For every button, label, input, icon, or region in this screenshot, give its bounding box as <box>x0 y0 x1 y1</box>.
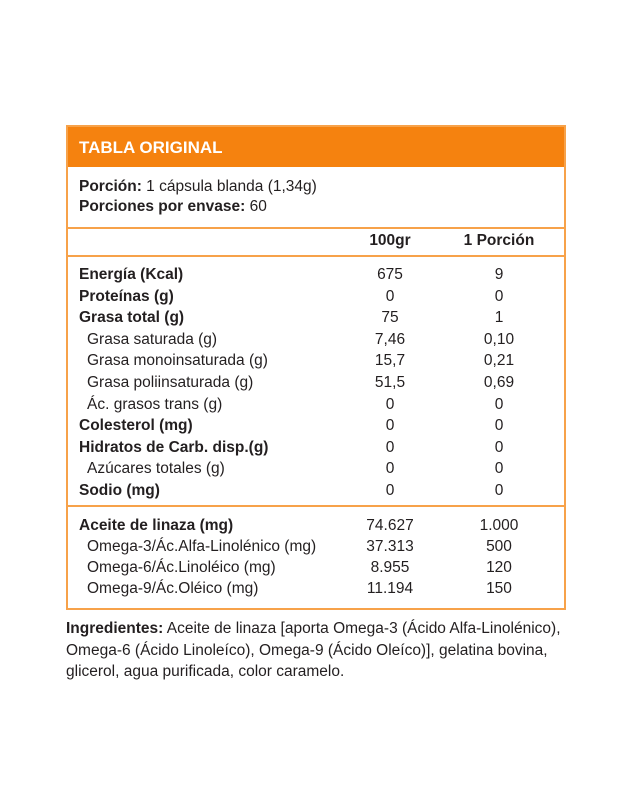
nutrient-label: Proteínas (g) <box>79 287 174 305</box>
nutrient-label: Omega-3/Ác.Alfa-Linolénico (mg) <box>87 538 317 555</box>
table-row: Colesterol (mg) 0 0 <box>68 415 564 437</box>
value-portion: 0,69 <box>483 373 515 391</box>
nutrition-table: TABLA ORIGINAL Porción: 1 cápsula blanda… <box>66 125 566 610</box>
table-row: Grasa poliinsaturada (g) 51,5 0,69 <box>68 372 564 394</box>
value-portion: 120 <box>486 559 512 576</box>
value-100gr: 0 <box>385 417 395 435</box>
table-row: Ác. grasos trans (g) 0 0 <box>68 394 564 416</box>
nutrient-label: Aceite de linaza (mg) <box>79 517 234 534</box>
nutrient-label: Hidratos de Carb. disp.(g) <box>79 438 269 456</box>
nutrient-label: Grasa total (g) <box>79 309 185 327</box>
nutrient-label: Ác. grasos trans (g) <box>87 395 223 413</box>
table-title: TABLA ORIGINAL <box>68 127 564 167</box>
value-portion: 0,10 <box>483 330 515 348</box>
column-headers: 100gr 1 Porción <box>68 229 564 257</box>
value-portion: 0 <box>494 481 504 499</box>
table-row: Hidratos de Carb. disp.(g) 0 0 <box>68 437 564 459</box>
value-100gr: 0 <box>385 460 395 478</box>
column-100gr: 100gr <box>369 232 411 249</box>
value-100gr: 37.313 <box>366 538 414 555</box>
value-portion: 150 <box>486 580 512 597</box>
table-row: Aceite de linaza (mg) 74.627 1.000 <box>68 515 564 536</box>
ingredients: Ingredientes: Aceite de linaza [aporta O… <box>66 620 561 680</box>
nutrient-label: Sodio (mg) <box>79 481 160 499</box>
table-row: Energía (Kcal) 675 9 <box>68 264 564 286</box>
value-portion: 0 <box>494 395 504 413</box>
value-100gr: 0 <box>385 481 395 499</box>
column-portion: 1 Porción <box>463 232 535 249</box>
nutrient-label: Energía (Kcal) <box>79 266 184 283</box>
nutrient-label: Colesterol (mg) <box>79 417 193 435</box>
value-100gr: 51,5 <box>374 373 406 391</box>
table-row: Omega-3/Ác.Alfa-Linolénico (mg) 37.313 500 <box>68 536 564 557</box>
value-100gr: 75 <box>381 309 399 327</box>
value-100gr: 0 <box>385 395 395 413</box>
value-portion: 1.000 <box>479 517 519 534</box>
value-100gr: 11.194 <box>366 580 414 597</box>
table-row: Omega-6/Ác.Linoléico (mg) 8.955 120 <box>68 557 564 578</box>
servings-line: Porciones por envase: 60 <box>79 198 267 215</box>
value-portion: 0,21 <box>483 352 515 370</box>
table-row: Proteínas (g) 0 0 <box>68 286 564 308</box>
oils-section: Aceite de linaza (mg) 74.627 1.000 Omega-3/… <box>68 507 564 599</box>
value-100gr: 7,46 <box>374 330 406 348</box>
value-portion: 500 <box>486 538 512 555</box>
value-portion: 0 <box>494 287 504 305</box>
value-100gr: 15,7 <box>374 352 406 370</box>
value-100gr: 0 <box>385 438 395 456</box>
nutrient-label: Omega-6/Ác.Linoléico (mg) <box>87 559 276 576</box>
table-row: Azúcares totales (g) 0 0 <box>68 458 564 480</box>
table-row: Grasa total (g) 75 1 <box>68 307 564 329</box>
nutrient-label: Grasa monoinsaturada (g) <box>87 352 268 370</box>
table-row: Sodio (mg) 0 0 <box>68 480 564 502</box>
value-portion: 0 <box>494 460 504 478</box>
value-portion: 1 <box>494 309 504 327</box>
value-portion: 0 <box>494 417 504 435</box>
nutrient-label: Grasa poliinsaturada (g) <box>87 373 254 391</box>
table-row: Grasa monoinsaturada (g) 15,7 0,21 <box>68 350 564 372</box>
table-row: Grasa saturada (g) 7,46 0,10 <box>68 329 564 351</box>
value-portion: 0 <box>494 438 504 456</box>
nutrient-label: Grasa saturada (g) <box>87 330 218 348</box>
value-100gr: 675 <box>377 266 403 283</box>
value-portion: 9 <box>494 266 504 283</box>
nutrient-label: Azúcares totales (g) <box>87 460 225 478</box>
portion-line: Porción: 1 cápsula blanda (1,34g) <box>79 178 317 195</box>
nutrients-section: Energía (Kcal) 675 9 Proteínas (g) 0 0 Grasa t… <box>68 257 564 507</box>
table-row: Omega-9/Ác.Oléico (mg) 11.194 150 <box>68 578 564 599</box>
serving-info: Porción: 1 cápsula blanda (1,34g) Porcio… <box>68 167 564 229</box>
nutrient-label: Omega-9/Ác.Oléico (mg) <box>87 580 259 597</box>
value-100gr: 8.955 <box>370 559 410 576</box>
value-100gr: 74.627 <box>366 517 414 534</box>
value-100gr: 0 <box>385 287 395 305</box>
